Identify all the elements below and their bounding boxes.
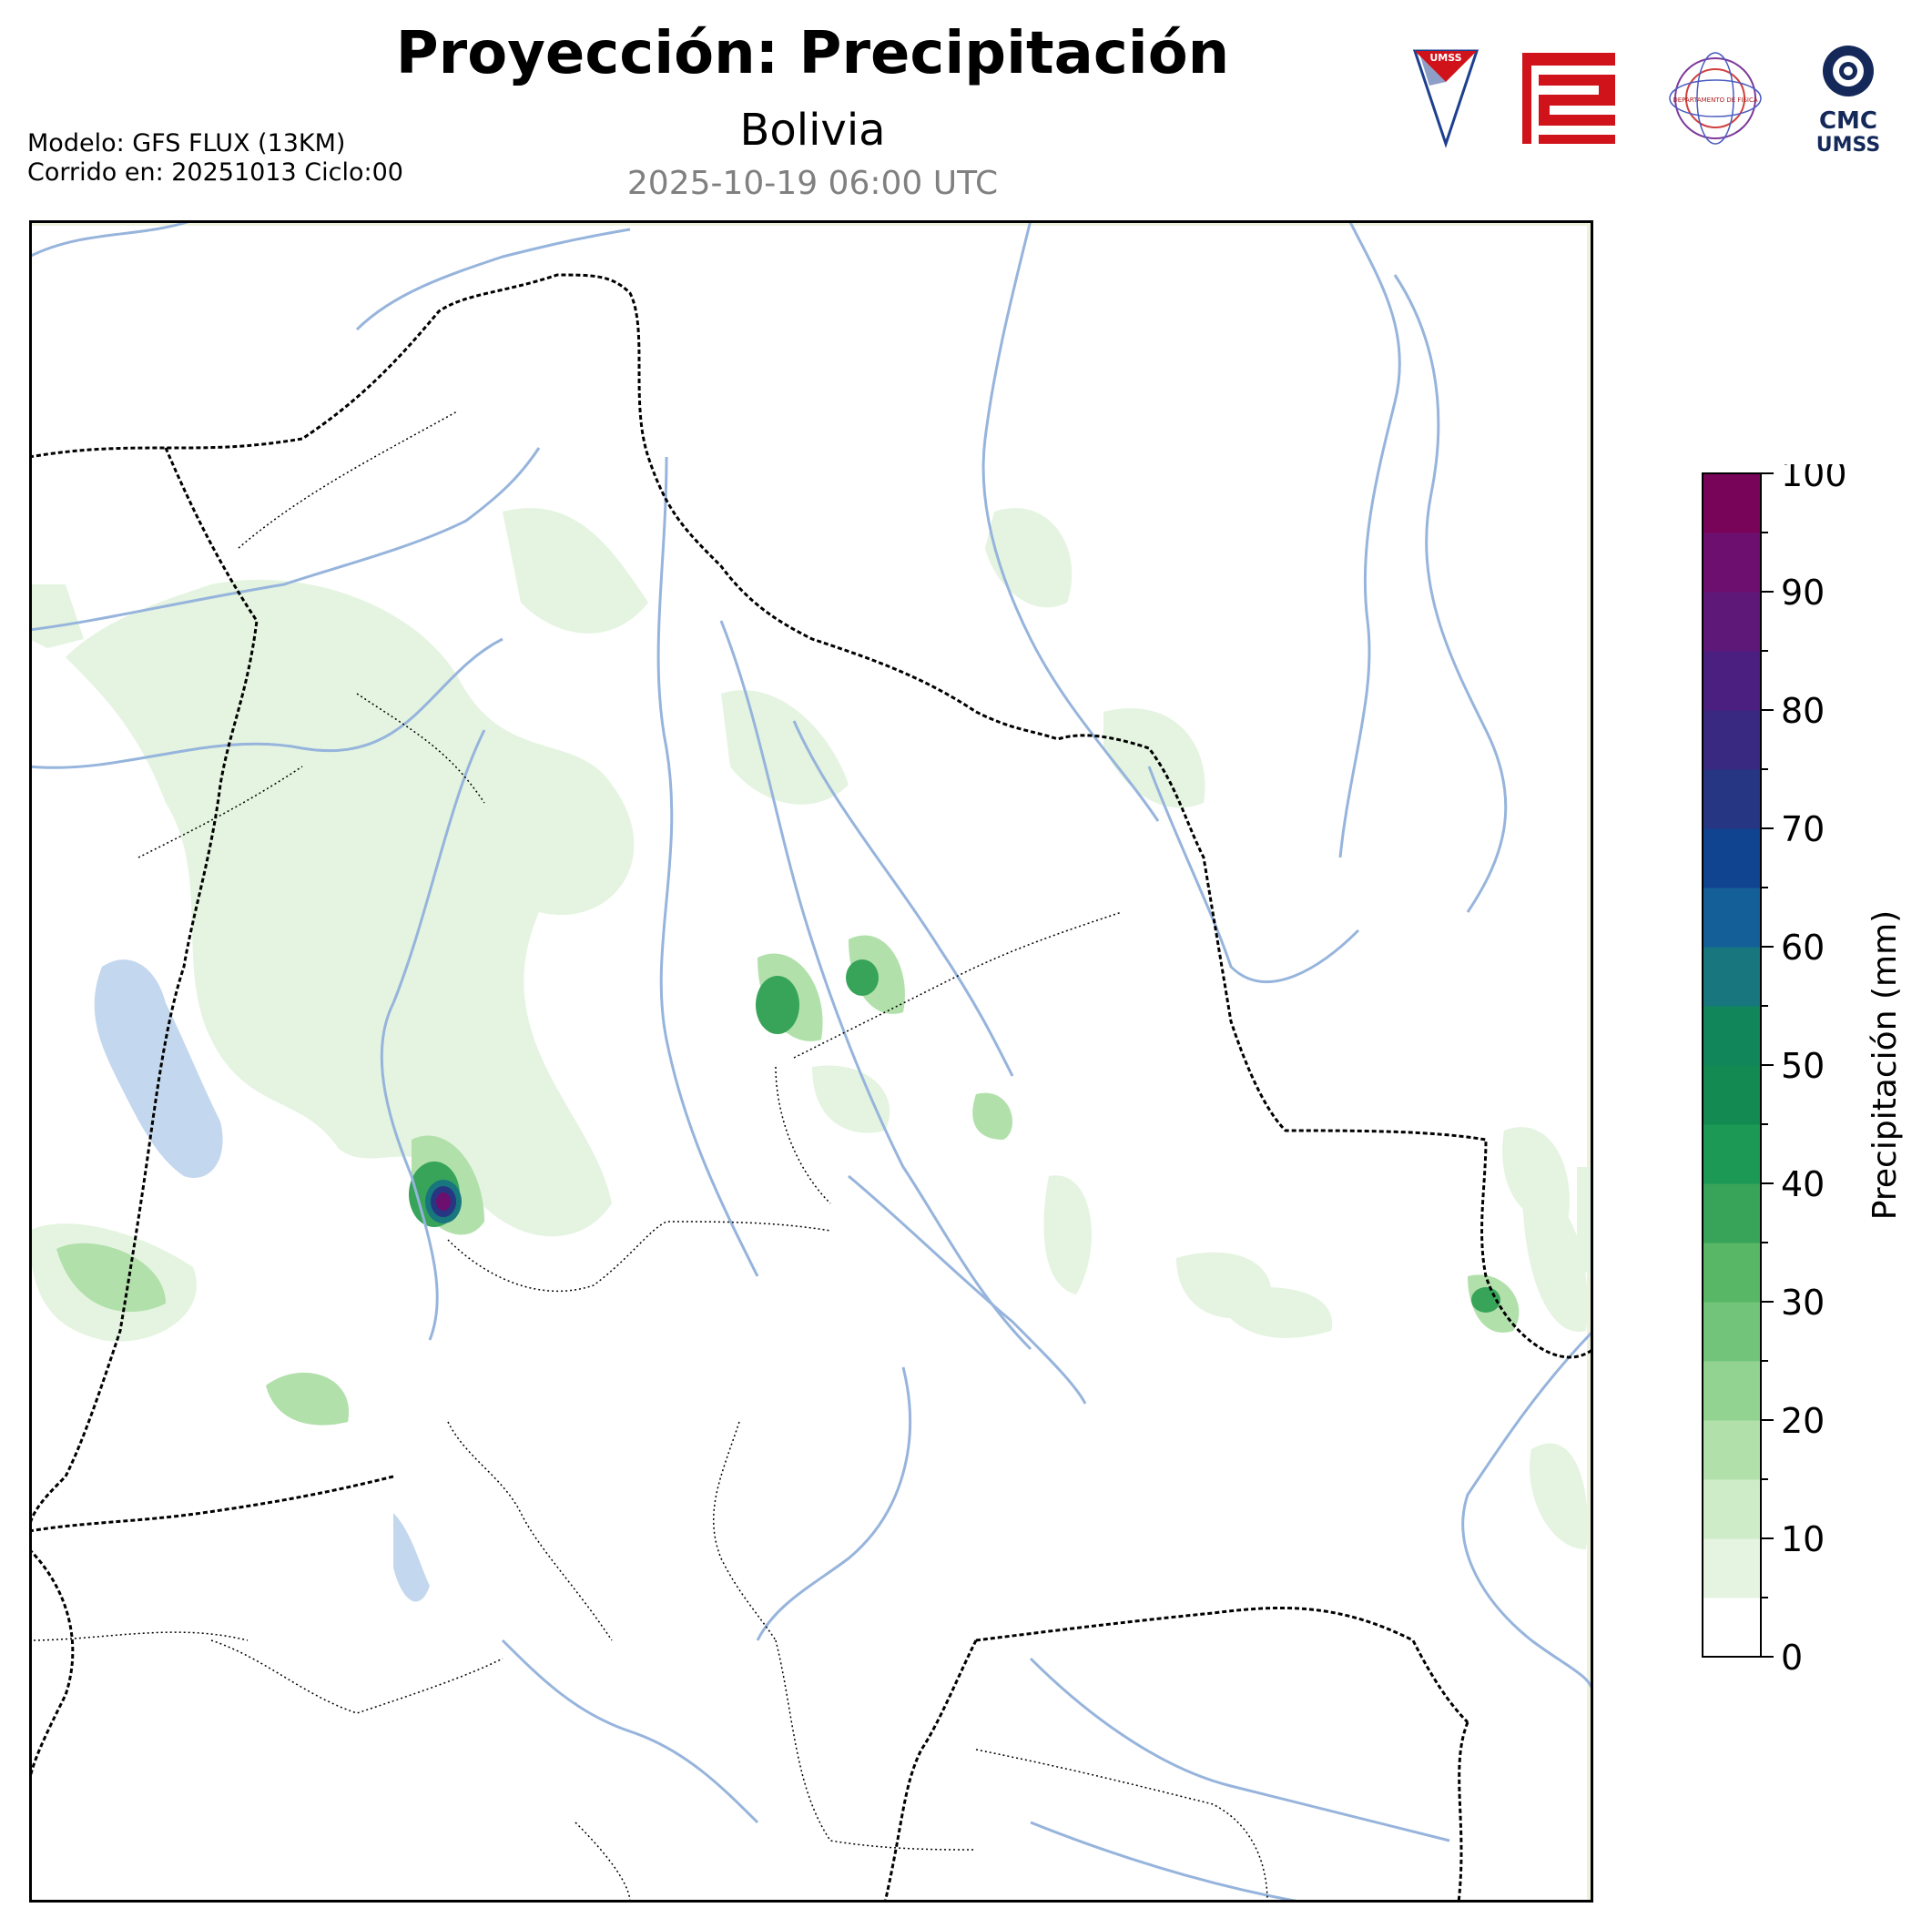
physics-department-seal: DEPARTAMENTO DE FISICA <box>1669 52 1762 145</box>
precipitation-map[interactable] <box>29 220 1593 1903</box>
map-title: Proyección: Precipitación <box>395 20 1230 87</box>
colorbar-band <box>1703 1183 1761 1243</box>
colorbar-band <box>1703 828 1761 888</box>
colorbar-band <box>1703 947 1761 1007</box>
precip-max-cell <box>425 1180 462 1223</box>
colorbar-band <box>1703 1538 1761 1598</box>
region-name: Bolivia <box>739 105 886 156</box>
colorbar-band <box>1703 1420 1761 1480</box>
valid-time: 2025-10-19 06:00 UTC <box>626 165 999 202</box>
map-edge-right <box>1587 220 1593 1903</box>
colorbar-band <box>1703 592 1761 652</box>
precipitation-colorbar: 0 10 20 30 40 50 60 70 80 90 100 Precipitación (mm… <box>1702 464 1904 1678</box>
colorbar-band <box>1703 710 1761 770</box>
umss-shield-text: UMSS <box>1429 52 1461 64</box>
fcyt-logo <box>1522 53 1615 144</box>
colorbar-band <box>1703 1302 1761 1362</box>
department-borders <box>29 411 1268 1903</box>
colorbar-band <box>1703 1006 1761 1066</box>
colorbar-tick-label: 20 <box>1781 1401 1825 1441</box>
lakes <box>94 959 430 1602</box>
colorbar-band <box>1703 1124 1761 1184</box>
colorbar-bands <box>1703 473 1761 1658</box>
colorbar-band <box>1703 1479 1761 1539</box>
colorbar-band <box>1703 1065 1761 1125</box>
colorbar-tick-label: 50 <box>1781 1046 1825 1086</box>
colorbar-tick-label: 0 <box>1781 1638 1803 1678</box>
colorbar-band <box>1703 769 1761 829</box>
cmc-logo-subtext: UMSS <box>1816 134 1880 157</box>
colorbar-band <box>1703 651 1761 711</box>
colorbar-tick-label: 90 <box>1781 573 1825 613</box>
colorbar-tick-label: 40 <box>1781 1164 1825 1204</box>
colorbar-tick-label: 100 <box>1781 464 1847 494</box>
umss-shield-logo: UMSS <box>1412 49 1480 148</box>
country-borders <box>29 273 1593 1903</box>
cmc-umss-logo: CMC UMSS <box>1816 46 1880 157</box>
colorbar-band <box>1703 473 1761 533</box>
colorbar-tick-label: 30 <box>1781 1283 1825 1323</box>
colorbar-tick-label: 60 <box>1781 928 1825 968</box>
colorbar-tick-label: 10 <box>1781 1519 1825 1559</box>
institution-logos: UMSS DEPARTAMENTO DE FISICA CMC UMSS <box>1412 46 1880 157</box>
colorbar-ticks: 0 10 20 30 40 50 60 70 80 90 100 <box>1761 464 1847 1678</box>
colorbar-band <box>1703 888 1761 948</box>
colorbar-band <box>1703 1361 1761 1421</box>
run-info: Corrido en: 20251013 Ciclo:00 <box>27 158 403 187</box>
colorbar-band <box>1703 533 1761 593</box>
colorbar-band <box>1703 1243 1761 1303</box>
colorbar-tick-label: 70 <box>1781 809 1825 849</box>
model-info: Modelo: GFS FLUX (13KM) <box>27 129 346 157</box>
colorbar-band <box>1703 1598 1761 1658</box>
cmc-logo-text: CMC <box>1819 107 1877 135</box>
colorbar-label: Precipitación (mm) <box>1866 910 1904 1220</box>
colorbar-tick-label: 80 <box>1781 691 1825 731</box>
map-border <box>29 220 1593 1903</box>
rivers <box>29 220 1593 1903</box>
seal-text: DEPARTAMENTO DE FISICA <box>1673 96 1757 104</box>
precip-light-areas <box>29 508 1593 1549</box>
